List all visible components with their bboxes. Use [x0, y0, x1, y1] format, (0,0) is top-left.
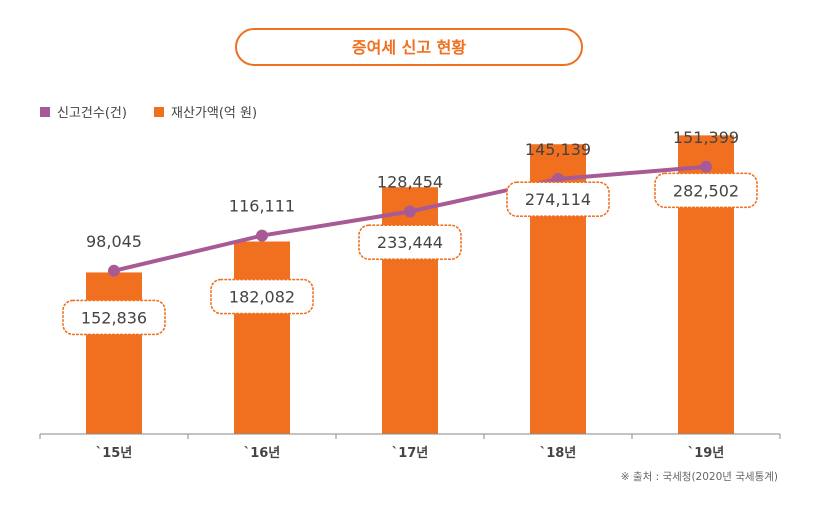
x-tick-label-3: `17년	[392, 446, 429, 461]
legend-line-swatch	[40, 107, 50, 117]
x-axis: `15년 `16년 `17년 `18년 `19년	[39, 433, 781, 461]
bar-1	[86, 272, 142, 434]
legend-bar-label: 재산가액(억 원)	[171, 106, 257, 121]
line-point-1	[108, 264, 120, 277]
line-point-3	[404, 205, 416, 218]
bar-value-label-3: 233,444	[377, 233, 443, 252]
line-value-label-2: 116,111	[229, 197, 295, 216]
line-value-label-1: 98,045	[86, 232, 142, 251]
chart-title: 증여세 신고 현황	[352, 38, 466, 57]
line-value-label-5: 151,399	[673, 128, 739, 147]
x-tick-label-4: `18년	[540, 446, 577, 461]
bar-value-label-2: 182,082	[229, 288, 295, 307]
bar-value-box-1	[62, 299, 166, 336]
legend-bar-swatch	[154, 107, 164, 117]
line-series-layer	[108, 160, 712, 277]
bar-labels-layer: 152,836 182,082 233,444 274,114 282,502	[62, 172, 758, 336]
x-tick-label-5: `19년	[688, 446, 725, 461]
bar-value-box-4	[506, 181, 610, 218]
bar-2	[234, 241, 290, 434]
legend-line-label: 신고건수(건)	[57, 106, 127, 121]
x-tick-label-1: `15년	[96, 446, 133, 461]
x-tick-label-2: `16년	[244, 446, 281, 461]
source-note: ※ 출처 : 국세청(2020년 국세통계)	[621, 471, 778, 483]
bar-value-label-4: 274,114	[525, 190, 591, 209]
line-labels-layer: 98,045 116,111 128,454 145,139 151,399	[86, 128, 739, 251]
bar-value-box-2	[210, 278, 314, 315]
bar-value-box-5	[654, 172, 758, 209]
bar-3	[382, 187, 438, 434]
line-value-label-4: 145,139	[525, 140, 591, 159]
bar-value-label-1: 152,836	[81, 308, 147, 327]
line-point-5	[700, 160, 712, 173]
title-box	[235, 28, 583, 66]
bar-value-box-3	[358, 224, 462, 261]
bar-value-label-5: 282,502	[673, 181, 739, 200]
line-value-label-3: 128,454	[377, 173, 443, 192]
line-point-2	[256, 229, 268, 242]
